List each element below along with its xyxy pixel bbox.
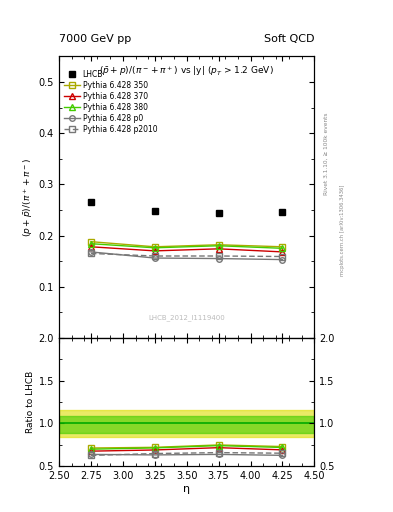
Pythia 6.428 380 bbox=[216, 243, 221, 249]
Pythia 6.428 p0 bbox=[88, 249, 93, 255]
Line: Pythia 6.428 370: Pythia 6.428 370 bbox=[88, 244, 285, 254]
LHCB bbox=[152, 208, 157, 214]
Pythia 6.428 370 bbox=[280, 249, 285, 255]
Pythia 6.428 p0 bbox=[216, 255, 221, 262]
Text: 7000 GeV pp: 7000 GeV pp bbox=[59, 33, 131, 44]
Pythia 6.428 350 bbox=[88, 239, 93, 245]
Y-axis label: Ratio to LHCB: Ratio to LHCB bbox=[26, 371, 35, 433]
Text: Soft QCD: Soft QCD bbox=[264, 33, 314, 44]
Pythia 6.428 370 bbox=[88, 244, 93, 250]
Pythia 6.428 370 bbox=[152, 248, 157, 254]
Pythia 6.428 p0 bbox=[280, 257, 285, 263]
Bar bbox=[59, 416, 314, 434]
Line: Pythia 6.428 p2010: Pythia 6.428 p2010 bbox=[88, 251, 285, 259]
Pythia 6.428 p2010 bbox=[280, 253, 285, 260]
Text: $(\bar{p}+p)/(\pi^-+\pi^+)$ vs |y| ($p_T$ > 1.2 GeV): $(\bar{p}+p)/(\pi^-+\pi^+)$ vs |y| ($p_T… bbox=[99, 65, 274, 78]
Text: LHCB_2012_I1119400: LHCB_2012_I1119400 bbox=[148, 314, 225, 321]
Pythia 6.428 p0 bbox=[152, 255, 157, 261]
Line: Pythia 6.428 p0: Pythia 6.428 p0 bbox=[88, 249, 285, 262]
LHCB bbox=[280, 209, 285, 216]
Legend: LHCB, Pythia 6.428 350, Pythia 6.428 370, Pythia 6.428 380, Pythia 6.428 p0, Pyt: LHCB, Pythia 6.428 350, Pythia 6.428 370… bbox=[63, 69, 159, 135]
Pythia 6.428 370 bbox=[216, 246, 221, 252]
Pythia 6.428 380 bbox=[88, 241, 93, 247]
Y-axis label: $(p+\bar{p})/(\pi^++\pi^-)$: $(p+\bar{p})/(\pi^++\pi^-)$ bbox=[21, 157, 35, 237]
Line: Pythia 6.428 350: Pythia 6.428 350 bbox=[88, 239, 285, 249]
Pythia 6.428 380 bbox=[152, 245, 157, 251]
LHCB bbox=[88, 199, 93, 205]
X-axis label: η: η bbox=[183, 483, 190, 494]
Bar bbox=[59, 411, 314, 437]
Pythia 6.428 p2010 bbox=[216, 253, 221, 259]
Pythia 6.428 350 bbox=[280, 244, 285, 250]
Line: LHCB: LHCB bbox=[87, 199, 286, 217]
Line: Pythia 6.428 380: Pythia 6.428 380 bbox=[88, 241, 285, 251]
Pythia 6.428 350 bbox=[152, 244, 157, 250]
Text: mcplots.cern.ch [arXiv:1306.3436]: mcplots.cern.ch [arXiv:1306.3436] bbox=[340, 185, 345, 276]
Pythia 6.428 p2010 bbox=[152, 253, 157, 259]
Pythia 6.428 350 bbox=[216, 242, 221, 248]
Pythia 6.428 p2010 bbox=[88, 250, 93, 257]
Text: Rivet 3.1.10, ≥ 100k events: Rivet 3.1.10, ≥ 100k events bbox=[324, 112, 329, 195]
Pythia 6.428 380 bbox=[280, 245, 285, 251]
LHCB bbox=[216, 210, 221, 216]
